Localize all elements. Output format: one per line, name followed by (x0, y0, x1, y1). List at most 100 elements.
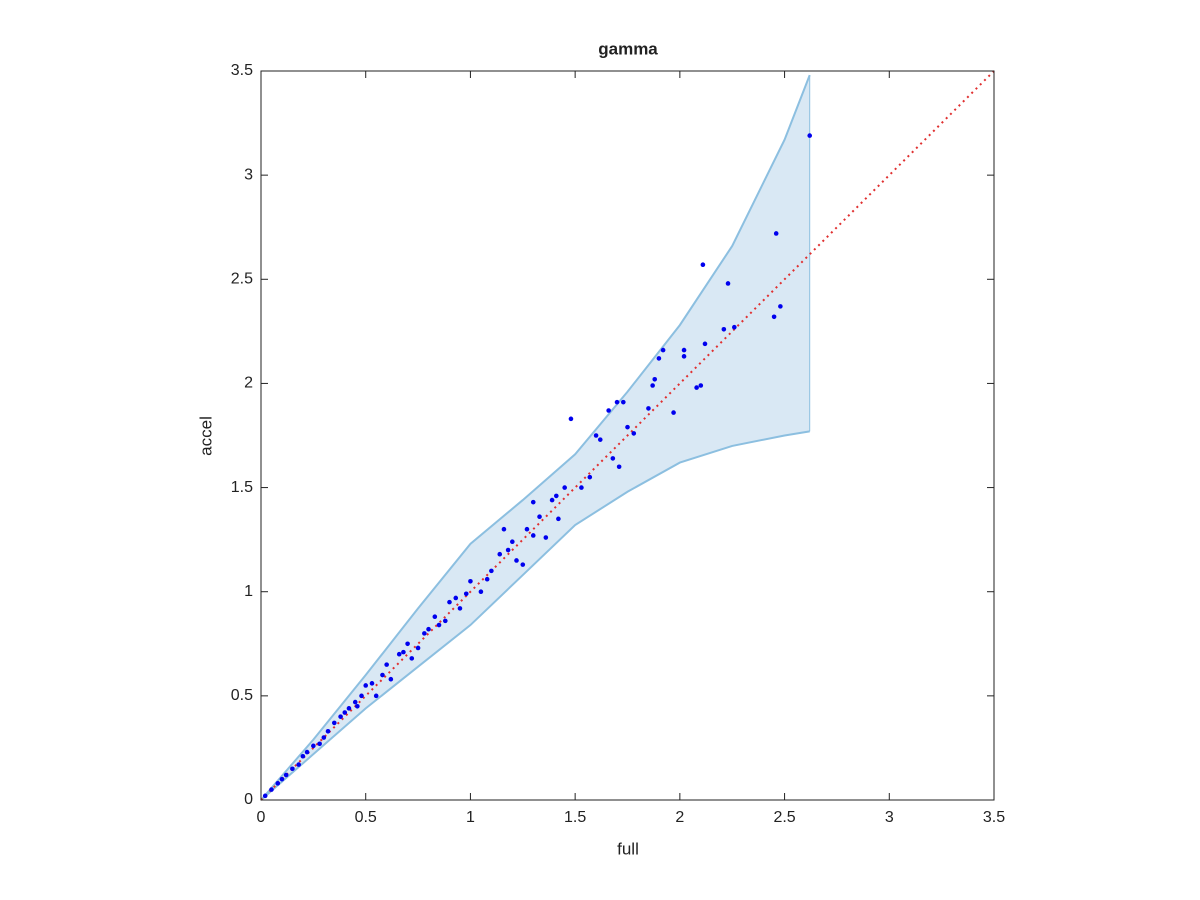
point (352, 699, 358, 705)
point (621, 399, 626, 405)
point (606, 408, 611, 413)
point (380, 672, 385, 678)
point (721, 326, 727, 332)
point (468, 579, 473, 584)
point (489, 568, 494, 574)
point (556, 516, 561, 522)
point (332, 720, 337, 726)
point (432, 614, 438, 620)
point (549, 497, 555, 503)
point (610, 456, 616, 461)
point (363, 683, 369, 688)
point (447, 599, 452, 605)
point (275, 781, 281, 786)
point (530, 499, 536, 505)
point (510, 539, 515, 545)
point (501, 526, 507, 532)
point (342, 710, 348, 715)
point (807, 133, 813, 138)
point (593, 433, 599, 438)
point (568, 416, 574, 422)
point (537, 514, 542, 520)
point (614, 399, 620, 405)
point (321, 735, 327, 740)
point (300, 753, 306, 759)
point (401, 649, 406, 655)
point (290, 766, 295, 772)
point (388, 676, 394, 682)
y-tick-label: 3.5 (231, 62, 253, 79)
point (732, 324, 737, 330)
point (346, 706, 352, 711)
point (283, 772, 289, 778)
point (553, 493, 559, 499)
point (698, 383, 704, 388)
point (660, 347, 666, 353)
point (646, 406, 651, 411)
point (415, 645, 421, 651)
point (373, 693, 379, 699)
point (681, 354, 687, 359)
point (579, 485, 584, 490)
point (436, 622, 442, 628)
point (616, 464, 622, 470)
point (778, 304, 783, 309)
point (453, 595, 459, 601)
point (543, 535, 549, 540)
point (597, 437, 603, 442)
y-axis-label: accel (196, 416, 215, 456)
point (405, 641, 410, 647)
point (694, 385, 699, 390)
point (296, 762, 301, 767)
point (771, 314, 777, 320)
point (463, 591, 469, 597)
band-lower (260, 430, 810, 801)
point (338, 714, 343, 719)
point (505, 547, 511, 553)
y-tick-label: 2 (244, 375, 253, 392)
point (384, 662, 389, 667)
point (457, 606, 463, 611)
band-upper (260, 74, 811, 801)
point (355, 703, 360, 709)
reference-line (260, 70, 995, 801)
axes-box (260, 70, 995, 801)
point (671, 410, 676, 415)
band-area (261, 75, 810, 800)
point (631, 431, 637, 436)
point (625, 424, 630, 430)
point (422, 631, 427, 636)
point (311, 743, 316, 749)
y-tick-label: 0 (244, 791, 253, 808)
point (700, 262, 706, 268)
x-tick-label: 3 (885, 809, 894, 826)
y-tick-label: 0.5 (231, 687, 253, 704)
point (426, 626, 431, 632)
point (725, 281, 731, 286)
point (478, 589, 484, 595)
y-tick-label: 1.5 (231, 479, 253, 496)
point (279, 776, 285, 782)
point (562, 485, 567, 490)
chart-title: gamma (598, 39, 658, 58)
point (484, 576, 490, 582)
y-tick-label: 1 (244, 583, 253, 600)
point (652, 376, 658, 382)
point (656, 356, 662, 361)
point (650, 383, 655, 388)
x-axis-label: full (617, 839, 639, 858)
point (369, 681, 375, 686)
point (304, 749, 310, 755)
y-tick-label: 3 (244, 166, 253, 183)
point (514, 558, 519, 563)
x-tick-label: 3.5 (983, 809, 1005, 826)
point (317, 741, 322, 747)
point (520, 562, 526, 567)
point (269, 787, 274, 792)
x-tick-label: 0 (257, 809, 266, 826)
point (497, 551, 503, 557)
point (702, 341, 708, 347)
point (262, 793, 268, 799)
